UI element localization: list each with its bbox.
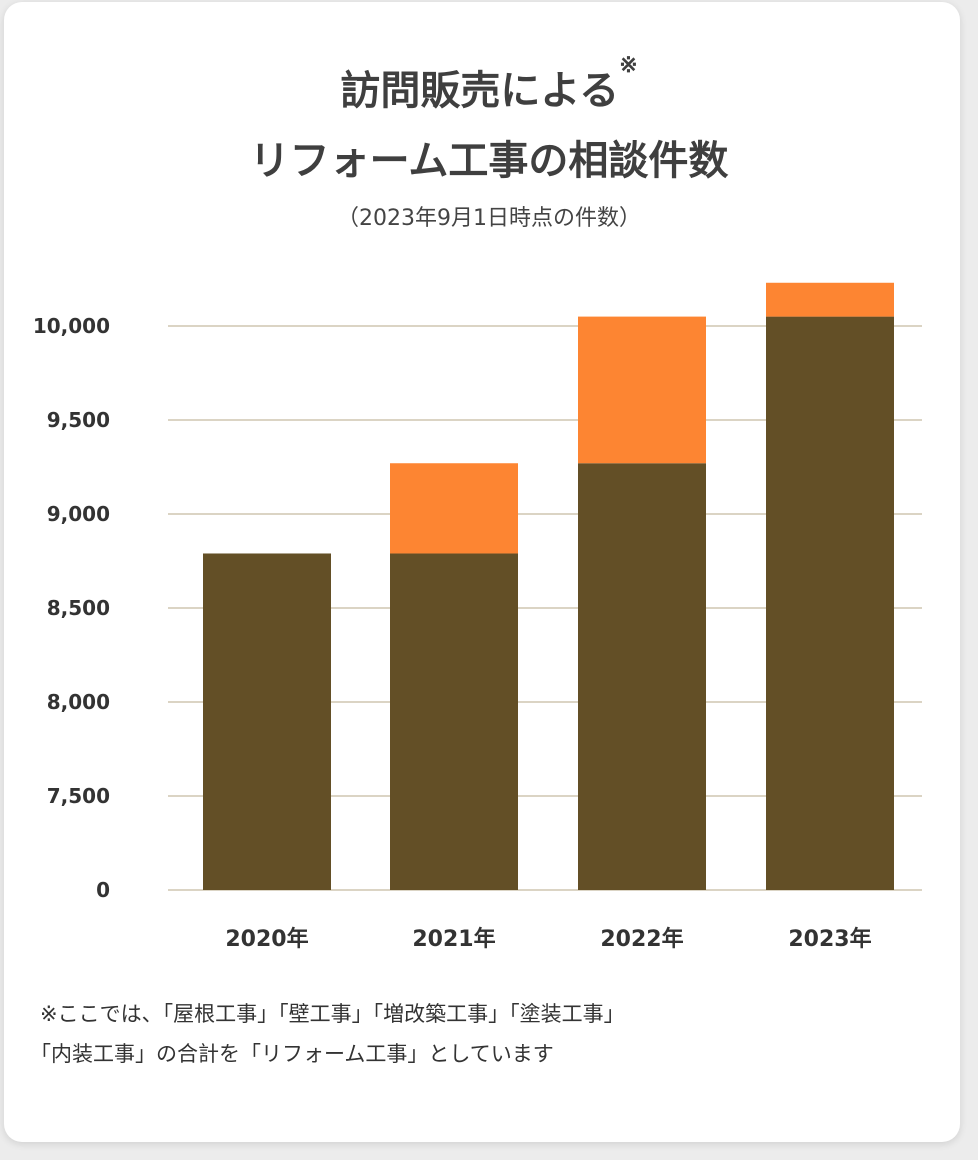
x-tick-label: 2020年	[225, 926, 308, 952]
x-tick-label: 2022年	[600, 926, 683, 952]
y-tick-label: 7,500	[47, 784, 110, 808]
footnote: ※ここでは、「屋根工事」「壁工事」「増改築工事」「塗装工事」 「内装工事」の合計…	[30, 994, 625, 1074]
bar-base	[766, 316, 894, 891]
y-tick-label: 8,000	[47, 690, 110, 714]
chart-subtitle: （2023年9月1日時点の件数）	[337, 206, 641, 231]
y-tick-label: 0	[96, 878, 110, 902]
chart-title-line2: リフォーム工事の相談件数	[249, 137, 729, 184]
title-footnote-mark: ※	[619, 52, 638, 78]
bar-base	[390, 553, 518, 890]
y-tick-label: 9,500	[47, 408, 110, 432]
bar-base	[578, 463, 706, 890]
bar-increase	[390, 463, 518, 554]
bar-increase	[766, 282, 894, 317]
y-tick-label: 10,000	[33, 314, 110, 338]
bar-increase	[578, 316, 706, 464]
title-text: 訪問販売による	[340, 67, 620, 114]
x-tick-label: 2023年	[788, 926, 871, 952]
chart-title-line1: 訪問販売による※	[0, 52, 978, 116]
y-tick-label: 9,000	[47, 502, 110, 526]
bar-base	[203, 553, 331, 890]
footnote-line1: ※ここでは、「屋根工事」「壁工事」「増改築工事」「塗装工事」	[40, 1002, 625, 1026]
y-tick-label: 8,500	[47, 596, 110, 620]
footnote-line2: 「内装工事」の合計を「リフォーム工事」としています	[30, 1042, 554, 1066]
x-tick-label: 2021年	[412, 926, 495, 952]
